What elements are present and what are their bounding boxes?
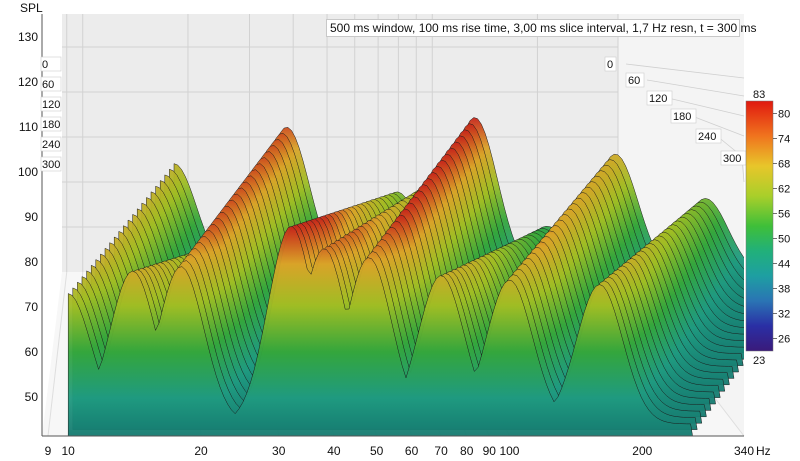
x-tick-label: 9 xyxy=(45,444,52,458)
time-tick-box xyxy=(670,108,697,124)
y-tick-label: 130 xyxy=(18,30,38,44)
y-tick-label: 50 xyxy=(25,390,39,404)
grid-line xyxy=(625,63,745,79)
colorbar-tick-label: 50 xyxy=(778,234,790,246)
time-tick-label: 60 xyxy=(628,75,640,87)
y-axis-label: SPL xyxy=(20,1,43,15)
waterfall-surface xyxy=(67,117,744,436)
time-tick-box xyxy=(40,96,62,112)
time-axis-ticks: 0 0 60 60 120 120 180 180 240 240 300 300 xyxy=(40,56,747,172)
x-tick-label: 100 xyxy=(499,444,519,458)
x-axis-ticks: 9 10 20 30 40 50 60 70 80 90 100 200 340 xyxy=(45,444,755,458)
y-tick-label: 60 xyxy=(25,345,39,359)
time-tick-box xyxy=(695,128,722,144)
time-tick-box xyxy=(646,90,673,106)
time-tick-box xyxy=(625,72,645,88)
time-tick-box xyxy=(40,76,62,92)
grid-line xyxy=(691,115,745,137)
colorbar-tick-label: 62 xyxy=(778,184,790,196)
time-tick-label: 180 xyxy=(42,119,60,131)
colorbar-ticks: 80 74 68 62 56 50 44 38 32 26 xyxy=(773,109,790,346)
time-tick-label: 240 xyxy=(42,139,60,151)
time-tick-box xyxy=(40,56,62,72)
x-tick-label: 340 xyxy=(734,444,754,458)
x-tick-label: 20 xyxy=(194,444,208,458)
x-tick-label: 30 xyxy=(272,444,286,458)
time-tick-box xyxy=(40,116,62,132)
colorbar-gradient xyxy=(745,100,774,352)
y-tick-label: 100 xyxy=(18,165,38,179)
time-tick-label: 240 xyxy=(698,131,716,143)
time-tick-label: 0 xyxy=(42,59,48,71)
colorbar-min-label: 23 xyxy=(753,355,765,367)
time-tick-label: 300 xyxy=(723,153,741,165)
x-tick-label: 40 xyxy=(327,444,341,458)
time-tick-label: 300 xyxy=(42,159,60,171)
time-tick-label: 0 xyxy=(607,59,613,71)
time-tick-box xyxy=(604,56,617,72)
colorbar: 83 23 80 74 68 62 56 50 44 38 32 26 xyxy=(745,89,790,367)
colorbar-max-label: 83 xyxy=(753,89,765,101)
grid-line xyxy=(646,79,745,97)
colorbar-tick-label: 74 xyxy=(778,134,790,146)
x-tick-label: 80 xyxy=(460,444,474,458)
analysis-info-box: 500 ms window, 100 ms rise time, 3,00 ms… xyxy=(326,19,757,37)
grid-line xyxy=(47,271,68,437)
x-tick-label: 90 xyxy=(483,444,497,458)
y-tick-label: 90 xyxy=(25,210,39,224)
x-axis-unit: Hz xyxy=(756,444,771,458)
time-tick-box xyxy=(40,156,62,172)
colorbar-tick-label: 32 xyxy=(778,309,790,321)
colorbar-tick-label: 26 xyxy=(778,334,790,346)
colorbar-tick-label: 44 xyxy=(778,259,790,271)
y-tick-label: 120 xyxy=(18,75,38,89)
y-axis-ticks: 50 60 70 80 90 100 110 120 130 xyxy=(18,30,38,404)
y-tick-label: 80 xyxy=(25,255,39,269)
x-tick-label: 70 xyxy=(434,444,448,458)
x-tick-label: 200 xyxy=(632,444,652,458)
y-tick-label: 110 xyxy=(19,120,38,134)
y-tick-label: 70 xyxy=(25,300,39,314)
time-tick-label: 180 xyxy=(673,111,691,123)
colorbar-tick-label: 56 xyxy=(778,209,790,221)
colorbar-tick-label: 68 xyxy=(778,159,790,171)
time-tick-box xyxy=(40,136,62,152)
time-tick-label: 120 xyxy=(42,99,60,111)
time-tick-label: 60 xyxy=(42,79,54,91)
x-tick-label: 10 xyxy=(62,444,76,458)
colorbar-tick-label: 80 xyxy=(778,109,790,121)
waterfall-slice xyxy=(67,225,693,436)
colorbar-tick-label: 38 xyxy=(778,284,790,296)
x-tick-label: 50 xyxy=(370,444,384,458)
grid-line xyxy=(667,97,745,117)
x-tick-label: 60 xyxy=(405,444,419,458)
time-tick-label: 120 xyxy=(649,93,667,105)
